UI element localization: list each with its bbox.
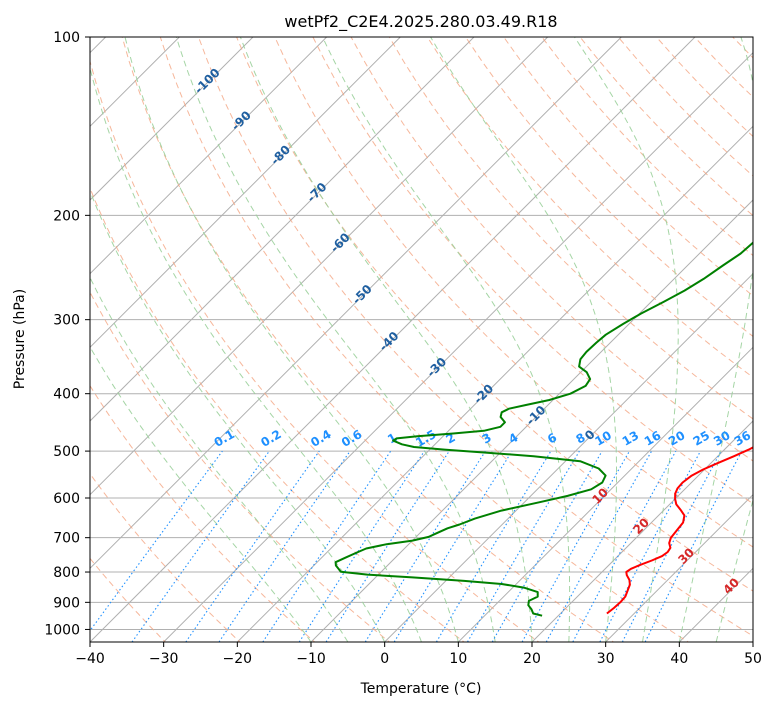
isotherm-line <box>384 272 753 642</box>
axes: −40 −30 −20 −10 0 10 20 30 40 50 100 200 300 400 500 60… <box>44 30 762 667</box>
x-tick-label: 30 <box>597 651 615 667</box>
y-tick-label: 1000 <box>44 622 80 638</box>
mixing-ratio-line <box>298 450 425 642</box>
x-tick-label: 10 <box>449 651 467 667</box>
moist-adiabat <box>430 37 617 642</box>
moist-adiabat <box>90 345 312 642</box>
moist-adiabat <box>124 37 459 642</box>
isotherm-line <box>90 37 401 349</box>
x-tick-label: −40 <box>75 651 105 667</box>
dry-adiabat <box>90 59 540 642</box>
dry-adiabat <box>312 37 753 505</box>
temperature-profile <box>606 446 753 615</box>
y-axis-label: Pressure (hPa) <box>12 289 28 389</box>
plot-frame <box>89 36 754 643</box>
chart-title: wetPf2_C2E4.2025.280.03.49.R18 <box>284 12 557 32</box>
x-tick-label: −20 <box>223 651 253 667</box>
y-tick-label: 700 <box>53 531 80 547</box>
moist-adiabat <box>175 37 496 642</box>
moist-adiabat <box>678 37 753 642</box>
y-tick-label: 500 <box>53 444 80 460</box>
mixing-ratio-line <box>393 450 513 642</box>
moist-adiabat <box>322 37 571 642</box>
dry-adiabat <box>236 37 753 592</box>
y-tick-label: 900 <box>53 595 80 611</box>
dry-adiabat <box>121 37 615 642</box>
mixing-ratio-line <box>218 450 351 642</box>
y-tick-label: 800 <box>53 565 80 581</box>
mixing-ratio-line <box>90 450 223 632</box>
dry-adiabat <box>90 186 465 642</box>
moist-adiabat <box>574 37 679 642</box>
moist-adiabat <box>715 498 753 642</box>
x-axis-label: Temperature (°C) <box>360 681 482 697</box>
y-tick-label: 600 <box>53 491 80 507</box>
isotherm-line <box>457 346 753 642</box>
x-tick-label: 50 <box>744 651 762 667</box>
dry-adiabat <box>274 37 753 548</box>
moist-adiabat <box>90 276 349 642</box>
dry-adiabat <box>90 291 391 642</box>
background-lines <box>90 37 753 642</box>
isotherm-line <box>90 37 549 496</box>
isotherm-line <box>531 420 753 642</box>
dewpoint-profile <box>334 241 753 617</box>
isotherm-line <box>90 37 475 422</box>
plot-background <box>90 37 753 642</box>
moist-adiabat <box>90 189 386 642</box>
dry-adiabat <box>90 384 316 642</box>
mixing-ratio-line <box>325 450 450 642</box>
y-tick-label: 100 <box>53 30 80 46</box>
mixing-ratio-line <box>572 450 677 642</box>
dry-adiabat <box>350 37 753 462</box>
mixing-ratio-line <box>545 450 653 642</box>
isotherm-line <box>90 37 696 642</box>
y-tick-label: 400 <box>53 387 80 403</box>
mixing-ratio-line <box>521 450 630 642</box>
dry-adiabat <box>388 37 753 420</box>
moist-adiabat <box>90 65 422 642</box>
dry-adiabat <box>198 37 753 637</box>
x-tick-label: 40 <box>670 651 688 667</box>
isotherm-line <box>90 37 622 570</box>
isotherm-line <box>605 493 753 642</box>
isotherm-line <box>90 37 254 201</box>
y-tick-label: 200 <box>53 208 80 224</box>
x-tick-label: 0 <box>380 651 389 667</box>
isotherm-line <box>236 125 753 642</box>
mixing-ratio-line <box>644 450 743 642</box>
dry-adiabat <box>90 472 241 642</box>
x-tick-label: −30 <box>149 651 179 667</box>
mixing-ratio-line <box>131 450 270 642</box>
dry-adiabat <box>159 37 690 642</box>
mixing-ratio-line <box>262 450 392 642</box>
mixing-ratio-line <box>185 450 320 642</box>
isotherm-line <box>163 51 753 642</box>
y-tick-label: 300 <box>53 313 80 329</box>
x-tick-label: 20 <box>523 651 541 667</box>
isotherm-line <box>90 37 328 275</box>
sounding-series <box>334 241 753 617</box>
dry-adiabat <box>426 37 753 378</box>
x-tick-label: −10 <box>296 651 326 667</box>
